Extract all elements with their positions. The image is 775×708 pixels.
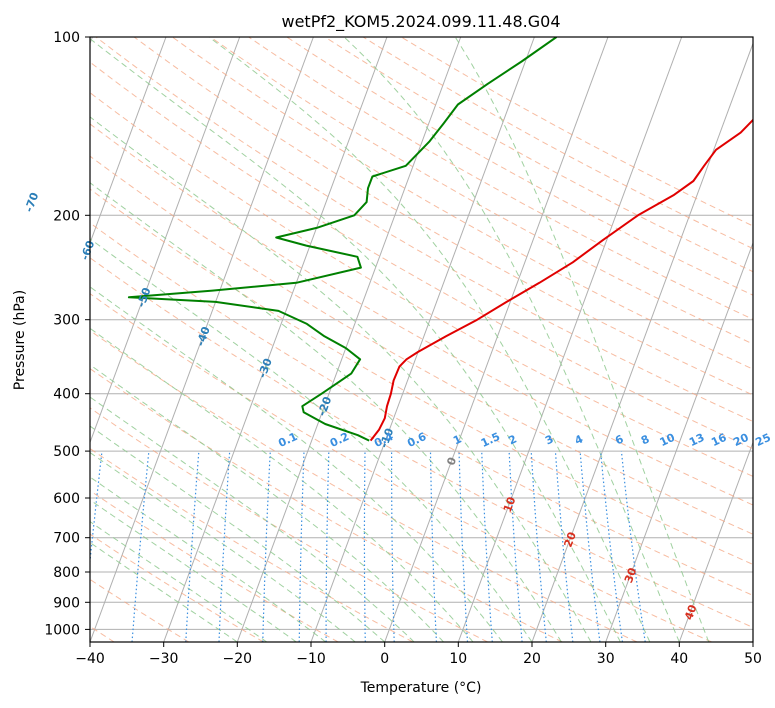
isotherm-line	[310, 37, 535, 642]
moist-adiabat	[90, 364, 444, 642]
isotherm-line	[384, 37, 609, 642]
dry-adiabat	[90, 222, 753, 596]
x-tick-label: −10	[296, 651, 326, 667]
dry-adiabat	[210, 37, 753, 345]
isotherm-line	[531, 42, 753, 642]
isotherm-line	[163, 37, 388, 642]
moist-adiabat	[90, 521, 268, 642]
mixing-ratio-label: 13	[687, 431, 706, 449]
isotherm-line	[90, 37, 167, 245]
moist-adiabat-lines	[90, 37, 710, 642]
dry-adiabat	[400, 37, 753, 227]
dry-adiabat	[90, 447, 414, 642]
plot-frame	[89, 36, 754, 643]
y-tick-label: 1000	[44, 622, 80, 638]
moist-adiabat	[90, 116, 592, 642]
isotherm-label: 30	[622, 566, 640, 585]
dry-adiabat	[90, 533, 264, 642]
isotherm-line	[236, 37, 462, 642]
y-tick-label: 200	[53, 208, 80, 224]
dry-adiabat	[90, 329, 638, 642]
isotherm-label: 20	[562, 530, 580, 549]
x-axis-title: Temperature (°C)	[360, 680, 482, 696]
x-tick-label: 0	[380, 651, 389, 667]
isotherm-line	[752, 640, 753, 642]
mixing-ratio-line	[600, 451, 623, 642]
y-tick-label: 100	[53, 30, 80, 46]
moist-adiabat	[208, 37, 651, 642]
dry-adiabat	[324, 37, 753, 273]
y-tick-label: 700	[53, 531, 80, 547]
x-axis: −40 −30 −20 −10 0 10 20 30 40 50	[75, 642, 762, 667]
sounding-series	[127, 37, 753, 442]
dry-adiabat	[90, 123, 753, 506]
isotherm-line	[457, 37, 683, 642]
dry-adiabat	[90, 293, 712, 642]
dry-adiabat	[90, 92, 753, 477]
moist-adiabat	[90, 238, 533, 642]
dry-adiabat	[362, 37, 753, 250]
y-tick-label: 600	[53, 491, 80, 507]
moist-adiabat	[90, 286, 503, 642]
isotherm-label: 40	[682, 603, 700, 622]
moist-adiabat	[90, 327, 474, 642]
moist-adiabat	[90, 541, 238, 642]
y-tick-label: 400	[53, 387, 80, 403]
isotherm-label: -70	[22, 190, 41, 213]
mixing-ratio-label: 10	[658, 431, 678, 449]
x-tick-label: −20	[223, 651, 253, 667]
moist-adiabat	[90, 451, 356, 642]
moist-adiabat	[454, 37, 710, 642]
y-tick-label: 300	[53, 313, 80, 329]
temperature-profile-line	[369, 118, 753, 442]
mixing-ratio-label: 25	[753, 431, 772, 449]
moist-adiabat	[90, 396, 415, 642]
moist-adiabat	[90, 476, 326, 642]
isotherm-line	[90, 37, 241, 444]
y-tick-label: 500	[53, 444, 80, 460]
mixing-ratio-label: 16	[709, 431, 729, 449]
x-tick-label: −30	[149, 651, 179, 667]
moist-adiabat	[343, 37, 680, 642]
isotherm-label: 10	[501, 495, 519, 514]
mixing-ratio-lines	[90, 451, 646, 642]
x-tick-label: −40	[75, 651, 105, 667]
y-axis-title: Pressure (hPa)	[12, 290, 28, 390]
mixing-ratio-line	[620, 451, 646, 642]
chart-title: wetPf2_KOM5.2024.099.11.48.G04	[281, 12, 560, 32]
x-tick-label: 40	[670, 651, 688, 667]
y-axis: 1000 900 800 700 600 500 400 300 200 100	[44, 30, 90, 638]
x-tick-label: 10	[449, 651, 467, 667]
dry-adiabat	[286, 37, 753, 296]
isotherm-lines	[90, 37, 753, 642]
moist-adiabat	[90, 38, 621, 642]
y-tick-label: 900	[53, 595, 80, 611]
isotherm-line	[90, 37, 314, 642]
isotherm-line	[605, 241, 753, 642]
isotherm-line	[678, 440, 753, 642]
y-tick-label: 800	[53, 565, 80, 581]
plot-background	[90, 37, 753, 642]
x-tick-label: 30	[597, 651, 615, 667]
pressure-gridlines	[90, 37, 753, 630]
dewpoint-profile-line	[127, 37, 558, 442]
x-tick-label: 20	[523, 651, 541, 667]
mixing-ratio-label: 20	[731, 431, 751, 449]
dry-adiabat	[90, 188, 753, 566]
moist-adiabat	[90, 499, 297, 642]
x-tick-label: 50	[744, 651, 762, 667]
mixing-ratio-line	[579, 451, 601, 642]
dry-adiabat	[248, 37, 753, 320]
